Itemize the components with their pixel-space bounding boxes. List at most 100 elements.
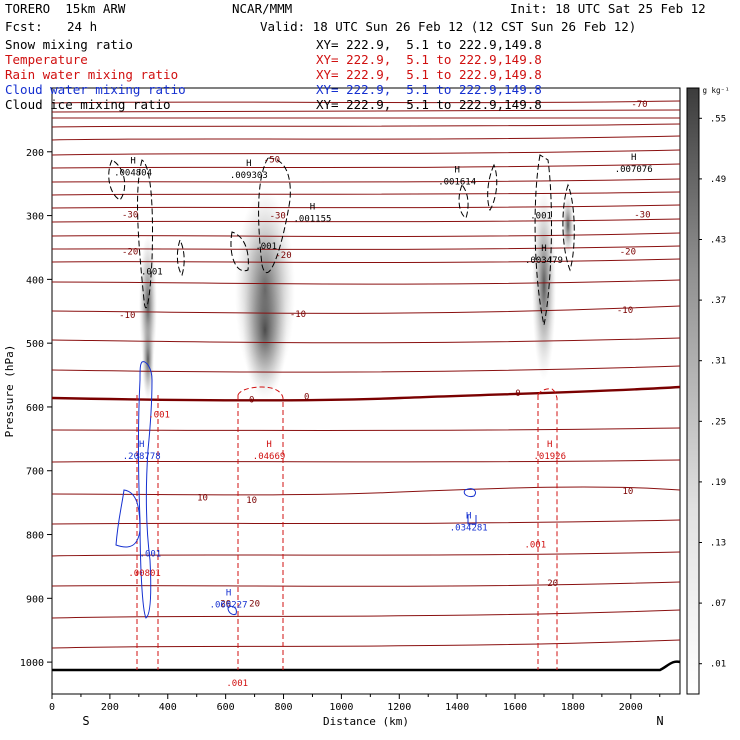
- field-xy-snow: XY= 222.9, 5.1 to 222.9,149.8: [316, 37, 542, 52]
- field-name-temperature: Temperature: [5, 52, 88, 67]
- contour-value-labels: .001 .001 .001 .001 .001 .00801 .001 .001: [128, 212, 552, 690]
- isotherm-label: -10: [617, 306, 633, 316]
- isotherm-label: 10: [622, 487, 633, 497]
- colorbar-label: .37: [710, 296, 726, 306]
- isotherm-label: 0: [515, 389, 520, 399]
- x-tick-label: 0: [49, 702, 55, 713]
- snow-contour: [487, 163, 498, 212]
- isotherm-line: [51, 551, 681, 557]
- x-axis-title: Distance (km): [323, 715, 409, 728]
- extremum-marker: H: [266, 440, 271, 450]
- cloud-water-contour: [115, 489, 141, 548]
- isotherm-line: [51, 305, 681, 314]
- extremum-value: .003479: [525, 256, 563, 266]
- extremum-value: .001155: [293, 215, 331, 225]
- isotherm-label: 20: [547, 579, 558, 589]
- isotherm-line: [51, 279, 681, 285]
- extremum-marker: H: [310, 203, 315, 213]
- snow-plume-2b: [243, 260, 287, 400]
- snow-contour: [108, 159, 126, 201]
- isotherm-line: [51, 191, 681, 196]
- isotherm-line: [51, 337, 681, 344]
- y-axis-title: Pressure (hPa): [3, 345, 16, 438]
- isotherm-line: [51, 178, 681, 183]
- organization: NCAR/MMM: [232, 1, 293, 16]
- init-time: Init: 18 UTC Sat 25 Feb 12: [510, 1, 706, 16]
- x-tick-label: 1600: [503, 702, 527, 713]
- isotherm-label: -20: [275, 251, 291, 261]
- isotherm-line: [51, 486, 681, 496]
- extremum-marker: H: [226, 589, 231, 599]
- colorbar-labels: .01 .07 .13 .19 .25 .31 .37 .43 .49 .55: [699, 114, 726, 670]
- snow-plume-1b: [142, 320, 154, 400]
- x-tick-label: 800: [274, 702, 292, 713]
- isotherm-line: [51, 609, 681, 619]
- isotherm-label: 0: [249, 395, 254, 405]
- snow-contour: [534, 154, 552, 326]
- temperature-labels: -70 -50 -30 -30 -30 -20 -20 -20 -10 -10 -10 0 0 0 10 10…: [119, 100, 650, 609]
- isotherm-line: [51, 135, 681, 141]
- snow-contours: [108, 154, 575, 326]
- isotherm-label: -70: [631, 100, 647, 110]
- x-axis: 0 200 400 600 800 1000 1200 1400 1600 1800 2000: [49, 694, 661, 713]
- colorbar-label: .01: [710, 660, 726, 670]
- x-tick-label: 1800: [561, 702, 585, 713]
- extremum-marker: H: [139, 440, 144, 450]
- extremum-value: .208778: [123, 452, 161, 462]
- field-name-cloud-water: Cloud water mixing ratio: [5, 82, 186, 97]
- field-xy-temperature: XY= 222.9, 5.1 to 222.9,149.8: [316, 52, 542, 67]
- extremum-value: .01926: [534, 452, 567, 462]
- field-xy-rain: XY= 222.9, 5.1 to 222.9,149.8: [316, 67, 542, 82]
- snow-shading: [139, 190, 574, 400]
- colorbar-label: .55: [710, 114, 726, 124]
- extremum-value: .009303: [230, 171, 268, 181]
- y-tick-label: 500: [26, 339, 44, 350]
- isotherm-line: [51, 365, 681, 373]
- y-tick-label: 900: [26, 594, 44, 605]
- isotherm-line: [51, 218, 681, 223]
- field-xy-cloud-water: XY= 222.9, 5.1 to 222.9,149.8: [316, 82, 542, 97]
- snow-plume-4: [562, 195, 574, 255]
- isotherm-line: [51, 123, 681, 128]
- isotherm-line: [51, 232, 681, 238]
- model-name: TORERO 15km ARW: [5, 1, 126, 16]
- extremum-value: .001614: [438, 178, 476, 188]
- x-tick-label: 2000: [619, 702, 643, 713]
- contour-value-label: .001: [226, 679, 248, 689]
- forecast-hour: 24 h: [67, 19, 98, 34]
- snow-contour: [176, 238, 185, 277]
- x-tick-label: 1000: [329, 702, 353, 713]
- isotherm-label: 10: [197, 494, 208, 504]
- extremum-value: .034281: [450, 523, 488, 533]
- colorbar-label: .43: [710, 236, 726, 246]
- colorbar-label: .31: [710, 357, 726, 367]
- y-tick-label: 400: [26, 275, 44, 286]
- isotherm-line: [51, 427, 681, 431]
- contour-value-label: .001: [524, 541, 546, 551]
- contour-value-label: .00801: [128, 569, 161, 579]
- isotherm-label: -50: [264, 155, 280, 165]
- field-name-rain: Rain water mixing ratio: [5, 67, 179, 82]
- isotherm-label: -10: [119, 311, 135, 321]
- isotherm-label: 0: [304, 393, 309, 403]
- isotherm-line: [51, 459, 681, 463]
- extremum-marker: H: [130, 157, 135, 167]
- isotherm-label: -10: [290, 310, 306, 320]
- isotherm-label: -30: [634, 210, 650, 220]
- x-tick-label: 400: [159, 702, 177, 713]
- extremum-value: .04669: [253, 452, 286, 462]
- colorbar-label: .07: [710, 599, 726, 609]
- field-name-cloud-ice: Cloud ice mixing ratio: [5, 97, 171, 112]
- colorbar-label: .13: [710, 539, 726, 549]
- isotherm-line: [51, 204, 681, 209]
- extremum-marker: H: [246, 159, 251, 169]
- isotherm-line: [51, 100, 681, 104]
- extremum-value: .068227: [210, 601, 248, 611]
- extremum-value: .007076: [615, 165, 653, 175]
- snow-contour: [258, 157, 291, 274]
- isotherm-label: -30: [122, 210, 138, 220]
- rain-contour: [136, 395, 159, 670]
- isotherm-line: [51, 109, 681, 113]
- snow-contour: [458, 184, 469, 219]
